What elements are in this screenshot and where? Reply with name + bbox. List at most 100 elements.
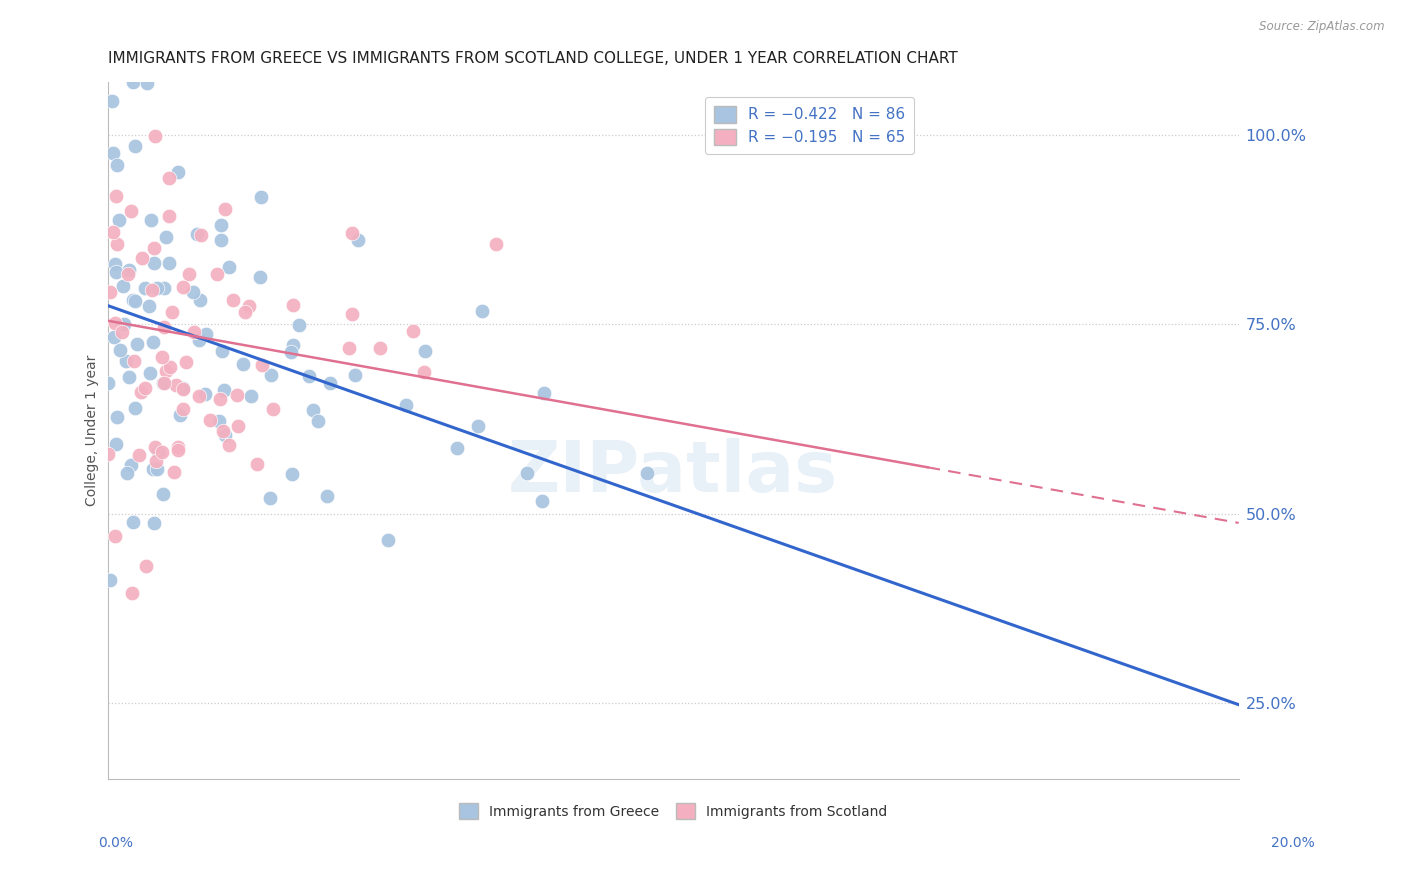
Point (108, 213, 131, 227)
Point (145, 281, 167, 295)
Point (124, 354, 146, 368)
Point (316, 489, 339, 503)
Text: ZIPatlas: ZIPatlas (508, 438, 838, 507)
Point (413, 344, 436, 359)
Point (142, 462, 165, 476)
Point (104, 257, 127, 271)
Point (98, 573, 121, 587)
Point (238, 299, 260, 313)
Point (167, 164, 190, 178)
Point (214, 427, 236, 442)
Point (209, 233, 232, 247)
Point (249, 269, 271, 284)
Point (307, 414, 329, 428)
Point (183, 325, 205, 339)
Point (177, 267, 200, 281)
Point (340, 226, 363, 240)
Point (212, 425, 235, 439)
Point (636, 467, 658, 481)
Point (167, 443, 190, 458)
Point (104, 189, 127, 203)
Point (98, 285, 121, 300)
Point (118, 263, 141, 277)
Point (172, 380, 194, 394)
Point (344, 368, 367, 382)
Point (121, 515, 143, 529)
Point (138, 299, 160, 313)
Point (319, 376, 342, 390)
Point (531, 493, 554, 508)
Point (188, 334, 211, 348)
Point (155, 364, 177, 378)
Point (533, 386, 555, 401)
Point (127, 336, 149, 351)
Point (110, 343, 132, 357)
Point (172, 402, 194, 417)
Point (471, 304, 494, 318)
Point (139, 213, 162, 227)
Point (153, 281, 176, 295)
Point (240, 389, 263, 403)
Point (395, 398, 418, 412)
Point (262, 401, 284, 416)
Point (103, 225, 125, 239)
Point (103, 330, 125, 344)
Point (112, 317, 135, 331)
Point (150, 445, 173, 459)
Point (190, 228, 212, 243)
Point (135, 559, 157, 574)
Point (131, 251, 153, 265)
Point (155, 230, 177, 244)
Point (97, 376, 120, 391)
Point (101, 94, 124, 108)
Point (118, 370, 141, 384)
Point (145, 462, 167, 476)
Point (212, 383, 235, 397)
Point (104, 316, 127, 330)
Point (280, 467, 302, 481)
Legend: Immigrants from Greece, Immigrants from Scotland: Immigrants from Greece, Immigrants from … (453, 797, 893, 824)
Point (120, 204, 142, 219)
Point (208, 414, 231, 428)
Point (218, 438, 240, 452)
Point (160, 305, 183, 319)
Point (139, 366, 162, 380)
Point (129, 385, 152, 400)
Point (122, 75, 145, 89)
Point (152, 376, 174, 390)
Point (159, 360, 181, 375)
Point (167, 441, 190, 455)
Point (105, 409, 128, 424)
Point (103, 145, 125, 160)
Point (172, 382, 194, 396)
Point (211, 343, 233, 358)
Point (250, 358, 273, 372)
Text: 0.0%: 0.0% (98, 836, 134, 850)
Point (195, 327, 218, 342)
Point (169, 408, 191, 422)
Point (143, 440, 166, 454)
Point (134, 381, 156, 395)
Point (181, 285, 204, 299)
Point (228, 418, 250, 433)
Point (121, 293, 143, 308)
Point (516, 467, 538, 481)
Point (153, 376, 176, 390)
Point (283, 337, 305, 351)
Point (134, 281, 156, 295)
Point (157, 255, 180, 269)
Point (97, 447, 120, 461)
Point (233, 305, 256, 319)
Point (176, 355, 198, 369)
Point (205, 267, 228, 281)
Point (246, 458, 269, 472)
Point (141, 283, 163, 297)
Point (302, 403, 325, 417)
Text: Source: ZipAtlas.com: Source: ZipAtlas.com (1260, 20, 1385, 33)
Point (128, 448, 150, 462)
Point (377, 533, 399, 548)
Point (413, 365, 436, 379)
Point (342, 307, 364, 321)
Point (186, 227, 208, 241)
Point (107, 236, 129, 251)
